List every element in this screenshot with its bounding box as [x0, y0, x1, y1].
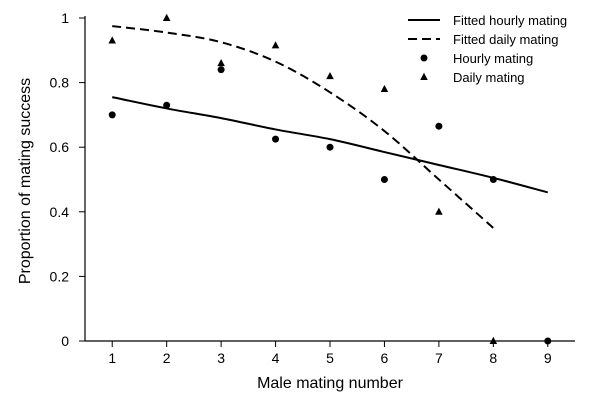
- hourly-mating-point: [217, 66, 225, 74]
- x-axis-label: Male mating number: [257, 375, 404, 392]
- daily-mating-point: [271, 41, 280, 49]
- x-tick-label: 6: [381, 350, 389, 366]
- daily-mating-point: [380, 84, 389, 92]
- hourly-mating-point: [272, 135, 280, 143]
- x-tick-label: 2: [163, 350, 171, 366]
- y-tick-label: 0.4: [50, 204, 70, 220]
- y-tick-label: 0.2: [50, 268, 70, 284]
- y-tick-label: 0.8: [50, 75, 70, 91]
- legend: Fitted hourly mating Fitted daily mating H…: [408, 13, 567, 85]
- legend-label: Fitted hourly mating: [453, 13, 567, 28]
- y-axis-label: Proportion of mating success: [17, 78, 34, 284]
- daily-mating-point: [108, 36, 117, 44]
- x-tick-label: 4: [272, 350, 280, 366]
- hourly-mating-point: [163, 101, 171, 109]
- hourly-mating-point: [108, 111, 116, 119]
- hourly-mating-point: [326, 143, 334, 151]
- x-tick-label: 1: [108, 350, 116, 366]
- y-tick-label: 0.6: [50, 139, 70, 155]
- hourly-mating-point: [380, 176, 388, 183]
- daily-mating-point: [162, 13, 171, 21]
- daily-mating-point: [489, 336, 498, 344]
- legend-circle-marker: [420, 54, 428, 62]
- y-axis-ticks: 0 0.2 0.4 0.6 0.8 1: [50, 10, 85, 349]
- fitted-daily-mating-line: [112, 25, 494, 229]
- fitted-hourly-mating-line: [112, 96, 549, 194]
- legend-label: Fitted daily mating: [453, 32, 559, 47]
- y-tick-label: 1: [61, 10, 69, 26]
- x-axis-ticks: 1 2 3 4 5 6 7 8 9: [108, 341, 552, 366]
- daily-mating-point: [217, 59, 225, 67]
- legend-label: Daily mating: [453, 70, 525, 85]
- hourly-mating-point: [544, 337, 552, 345]
- hourly-mating-point: [435, 122, 443, 130]
- x-tick-label: 3: [217, 350, 225, 366]
- y-tick-label: 0: [61, 333, 69, 349]
- plot-area: [108, 13, 552, 345]
- x-tick-label: 9: [544, 350, 552, 366]
- daily-mating-point: [435, 207, 443, 215]
- legend-label: Hourly mating: [453, 51, 533, 66]
- x-tick-label: 7: [435, 350, 443, 366]
- hourly-mating-point: [489, 176, 497, 183]
- x-tick-label: 8: [489, 350, 497, 366]
- legend-triangle-marker: [420, 72, 428, 80]
- x-tick-label: 5: [326, 350, 334, 366]
- daily-mating-point: [326, 71, 334, 80]
